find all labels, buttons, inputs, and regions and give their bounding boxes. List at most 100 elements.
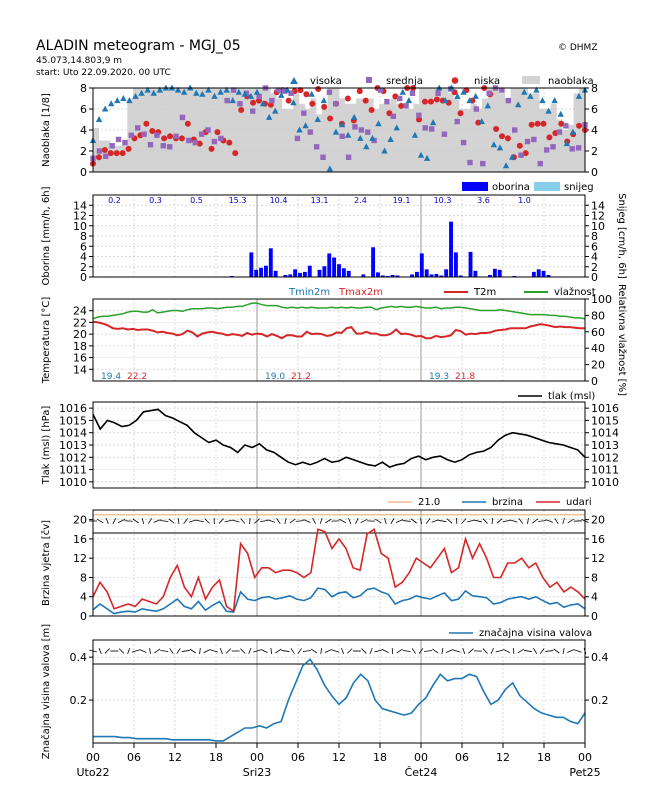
naoblaka-bar — [304, 109, 311, 172]
srednja-marker — [365, 129, 371, 135]
niska-marker — [546, 134, 553, 141]
srednja-marker — [243, 90, 250, 96]
visoka-marker — [363, 143, 370, 150]
oborina-sum-label: 0.3 — [149, 196, 162, 205]
naoblaka-y2tick-label: 4 — [591, 124, 598, 137]
wave-arrow — [131, 649, 140, 653]
niska-marker — [297, 87, 304, 94]
udari-line — [92, 528, 586, 613]
wind-arrow — [474, 519, 482, 523]
wave-arrow — [396, 648, 403, 654]
tlak-ylabel: Tlak (msl) [hPa] — [41, 406, 52, 486]
wind-arrow — [267, 519, 276, 523]
naoblaka-bar — [447, 93, 454, 172]
visoka-marker — [211, 92, 218, 99]
niska-marker — [232, 150, 239, 157]
oborina-bar — [376, 272, 380, 277]
niska-marker — [504, 135, 511, 142]
tlak-ytick-label: 1016 — [59, 402, 87, 415]
wave-arrow — [402, 649, 411, 653]
srednja-marker — [96, 148, 103, 154]
wave-arrow — [553, 648, 560, 654]
wave-arrow — [441, 647, 444, 655]
temperatura-ytick-label: 14 — [73, 363, 87, 376]
naoblaka-bar — [499, 93, 506, 172]
srednja-marker — [358, 127, 365, 133]
visoka-marker — [490, 141, 498, 148]
vjetar-ytick-label: 4 — [80, 591, 87, 604]
naoblaka-y2tick-label: 2 — [591, 145, 598, 158]
oborina-y2tick-label: 14 — [591, 199, 605, 212]
oborina-bar — [410, 274, 415, 277]
oborina-bar — [249, 252, 254, 277]
legend-visoka-label: visoka — [310, 76, 342, 87]
visoka-marker — [302, 122, 309, 129]
visoka-marker — [478, 118, 485, 125]
oborina-ytick-label: 6 — [80, 240, 87, 253]
visoka-marker — [442, 97, 449, 104]
wave-arrow — [248, 647, 252, 655]
naoblaka-bar — [298, 103, 305, 172]
wave-arrow — [374, 649, 383, 653]
niska-marker — [161, 135, 168, 142]
srednja-marker — [409, 90, 416, 96]
naoblaka-bar — [539, 109, 546, 172]
valovi-ytick-label: 0.4 — [70, 651, 88, 664]
wind-arrow — [410, 518, 417, 524]
temperatura-ytick-label: 20 — [73, 328, 87, 341]
visoka-marker — [217, 88, 224, 95]
visoka-marker — [350, 113, 358, 120]
wave-arrow — [203, 649, 211, 653]
oborina-sum-label: 13.1 — [311, 196, 329, 205]
legend-srednja-marker — [366, 77, 372, 83]
oborina-sum-label: 0.5 — [190, 196, 203, 205]
oborina-ylabel2: Snijeg [cm/h, 6h] — [616, 193, 627, 279]
legend-niska-marker — [451, 77, 459, 84]
vjetar-y2tick-label: 8 — [591, 571, 598, 584]
visoka-marker — [454, 92, 461, 99]
wave-arrow — [341, 647, 344, 655]
niska-marker — [433, 96, 440, 103]
legend-udari-label: udari — [566, 497, 592, 508]
oborina-sum-label: 0.2 — [108, 196, 121, 205]
oborina-ytick-label: 12 — [73, 210, 87, 223]
wind-arrow — [240, 518, 246, 524]
visoka-marker — [551, 97, 558, 104]
naoblaka-bar — [236, 88, 243, 172]
wind-arrow — [183, 518, 189, 524]
srednja-marker — [154, 132, 160, 138]
oborina-bar — [429, 274, 434, 277]
oborina-bar — [415, 271, 419, 277]
naoblaka-bar — [550, 103, 557, 172]
srednja-marker — [122, 139, 128, 146]
naoblaka-bar — [184, 88, 191, 172]
oborina-bar — [541, 270, 546, 277]
vjetar-ytick-label: 0 — [80, 610, 87, 623]
oborina-bar — [497, 269, 502, 277]
wind-arrow — [324, 518, 332, 524]
wave-arrow — [468, 648, 474, 654]
visoka-marker — [496, 144, 504, 151]
x-tick-label: 00 — [578, 751, 592, 764]
wind-arrow — [231, 519, 240, 523]
wind-arrow — [438, 519, 447, 523]
wave-arrow — [517, 648, 525, 654]
legend-oborina-label: oborina — [492, 182, 530, 193]
legend-snijeg-marker — [534, 182, 560, 191]
oborina-bar — [327, 253, 332, 277]
temperatura-ytick-label: 24 — [73, 305, 87, 318]
vjetar-ytick-label: 12 — [73, 552, 87, 565]
niska-marker — [475, 119, 482, 126]
wave-arrow — [411, 648, 416, 654]
wave-arrow — [562, 647, 565, 655]
oborina-bar — [434, 273, 439, 277]
naoblaka-bar — [476, 109, 483, 172]
vjetar-y2tick-label: 4 — [591, 591, 598, 604]
vjetar-y2tick-label: 0 — [591, 610, 598, 623]
srednja-marker — [281, 88, 288, 94]
legend-t2m-label: T2m — [473, 287, 496, 298]
niska-marker — [214, 129, 221, 136]
visoka-marker — [514, 101, 522, 108]
tlak-y2tick-label: 1016 — [591, 402, 619, 415]
visoka-marker — [150, 89, 157, 96]
